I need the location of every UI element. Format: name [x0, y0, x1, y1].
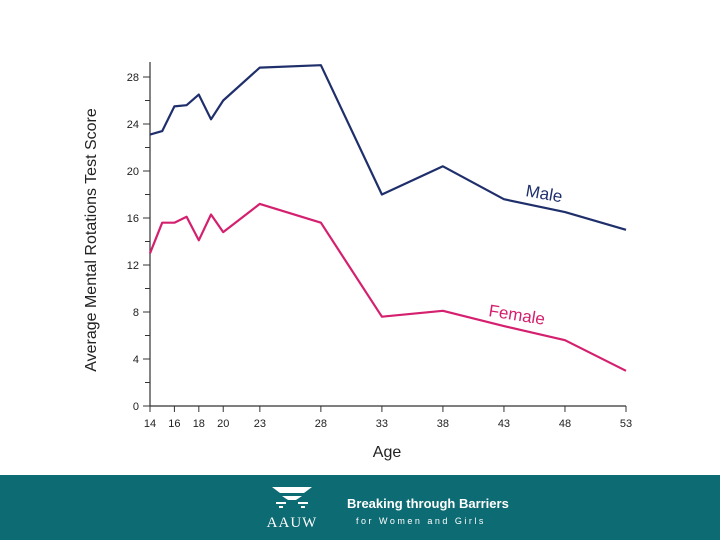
x-ticks: 14 16 18 20 23 28 33 38 43 48 53 — [144, 406, 632, 430]
y-tick-label: 8 — [133, 307, 139, 319]
y-tick-label: 0 — [133, 401, 139, 413]
x-tick-label: 20 — [217, 418, 229, 430]
y-tick-label: 16 — [127, 213, 139, 225]
y-tick-label: 24 — [127, 119, 139, 131]
x-axis-title: Age — [373, 444, 402, 461]
x-tick-label: 53 — [620, 418, 632, 430]
y-tick-label: 4 — [133, 354, 139, 366]
y-tick-label: 28 — [127, 72, 139, 84]
x-tick-label: 14 — [144, 418, 156, 430]
x-tick-label: 48 — [559, 418, 571, 430]
footer-bar: AAUW Breaking through Barriers for Women… — [0, 475, 720, 540]
tagline-sub: for Women and Girls — [356, 516, 486, 526]
y-tick-label: 12 — [127, 260, 139, 272]
x-tick-label: 33 — [376, 418, 388, 430]
series-line-female — [148, 202, 627, 372]
chart-axes — [149, 62, 626, 407]
x-tick-label: 18 — [193, 418, 205, 430]
series-label-male: Male — [524, 181, 564, 206]
x-tick-label: 28 — [315, 418, 327, 430]
x-tick-label: 43 — [498, 418, 510, 430]
x-tick-label: 38 — [437, 418, 449, 430]
series-line-male — [149, 64, 627, 231]
y-ticks: 0 4 8 12 16 20 24 28 — [127, 72, 150, 413]
x-tick-label: 16 — [168, 418, 180, 430]
series-lines — [148, 64, 627, 372]
y-tick-label: 20 — [127, 166, 139, 178]
org-name: AAUW — [266, 515, 318, 531]
x-tick-label: 23 — [254, 418, 266, 430]
y-axis-title: Average Mental Rotations Test Score — [83, 108, 100, 372]
aauw-logo-icon — [272, 487, 312, 508]
tagline-main: Breaking through Barriers — [347, 496, 509, 511]
